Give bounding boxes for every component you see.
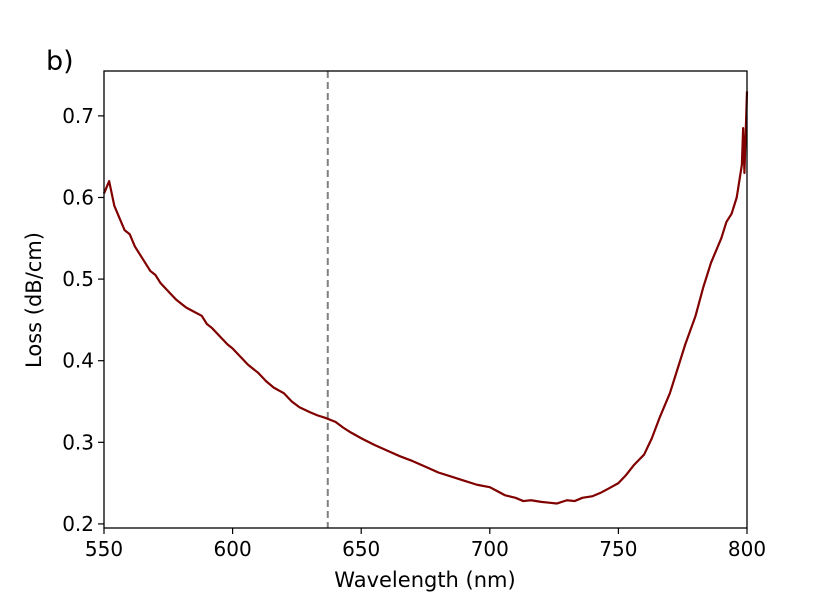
plot-area (102, 71, 749, 528)
x-tick-label-600: 600 (214, 537, 252, 561)
y-tick-label-0.5: 0.5 (62, 267, 94, 291)
plot-frame (103, 70, 748, 529)
x-tick-label-800: 800 (728, 537, 766, 561)
x-tick-label-700: 700 (471, 537, 509, 561)
series-line-0 (102, 91, 749, 505)
y-tick-label-0.4: 0.4 (62, 349, 94, 373)
y-axis-label: Loss (dB/cm) (22, 232, 46, 368)
y-tick-label-0.6: 0.6 (62, 185, 94, 209)
y-tick-label-0.2: 0.2 (62, 512, 94, 536)
y-tick-label-0.3: 0.3 (62, 430, 94, 454)
x-tick-label-650: 650 (342, 537, 380, 561)
x-tick-label-750: 750 (599, 537, 637, 561)
x-axis-label: Wavelength (nm) (334, 568, 515, 592)
y-tick-label-0.7: 0.7 (62, 104, 94, 128)
panel-label: b) (46, 46, 74, 77)
axes: 550 600 650 700 750 800 0.2 0.3 0.4 0.5 0.6 0.7 (62, 104, 766, 561)
x-tick-label-550: 550 (85, 537, 123, 561)
